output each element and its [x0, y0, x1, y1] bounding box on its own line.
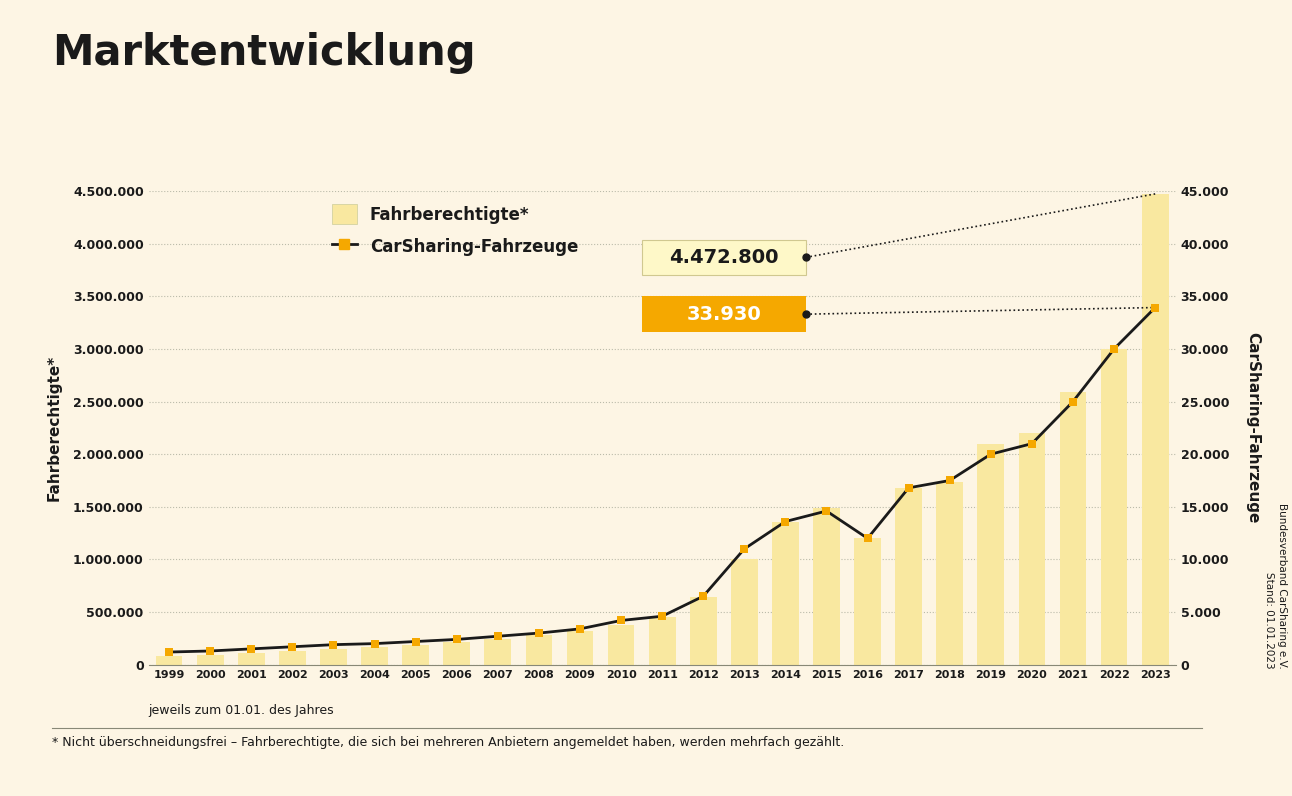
Bar — [443, 642, 470, 665]
Bar — [690, 597, 717, 665]
Bar — [567, 631, 593, 665]
Text: 33.930: 33.930 — [686, 305, 761, 324]
Bar — [813, 508, 840, 665]
Bar — [649, 618, 676, 665]
Bar — [320, 649, 346, 665]
FancyBboxPatch shape — [642, 296, 806, 332]
Bar — [1059, 392, 1087, 665]
Bar — [978, 443, 1004, 665]
Bar — [1101, 349, 1128, 665]
FancyBboxPatch shape — [642, 240, 806, 275]
Bar — [279, 651, 306, 665]
Bar — [526, 635, 552, 665]
Y-axis label: CarSharing-Fahrzeuge: CarSharing-Fahrzeuge — [1245, 332, 1261, 524]
Bar — [1018, 433, 1045, 665]
Bar — [238, 653, 265, 665]
Bar — [773, 521, 798, 665]
Bar — [607, 625, 634, 665]
Text: jeweils zum 01.01. des Jahres: jeweils zum 01.01. des Jahres — [149, 704, 335, 717]
Bar — [854, 538, 881, 665]
Text: * Nicht überschneidungsfrei – Fahrberechtigte, die sich bei mehreren Anbietern a: * Nicht überschneidungsfrei – Fahrberech… — [52, 736, 844, 749]
Text: Stand: 01.01.2023: Stand: 01.01.2023 — [1264, 572, 1274, 669]
Y-axis label: Fahrberechtigte*: Fahrberechtigte* — [47, 355, 62, 501]
Bar — [402, 645, 429, 665]
Text: Bundesverband CarSharing e.V.: Bundesverband CarSharing e.V. — [1276, 503, 1287, 669]
Bar — [156, 656, 182, 665]
Bar — [362, 647, 388, 665]
Bar — [937, 482, 963, 665]
Text: Marktentwicklung: Marktentwicklung — [52, 32, 475, 74]
Bar — [731, 560, 757, 665]
Text: 4.472.800: 4.472.800 — [669, 248, 779, 267]
Legend: Fahrberechtigte*, CarSharing-Fahrzeuge: Fahrberechtigte*, CarSharing-Fahrzeuge — [332, 204, 579, 256]
Bar — [895, 488, 922, 665]
Bar — [484, 639, 512, 665]
Bar — [196, 655, 224, 665]
Bar — [1142, 194, 1168, 665]
